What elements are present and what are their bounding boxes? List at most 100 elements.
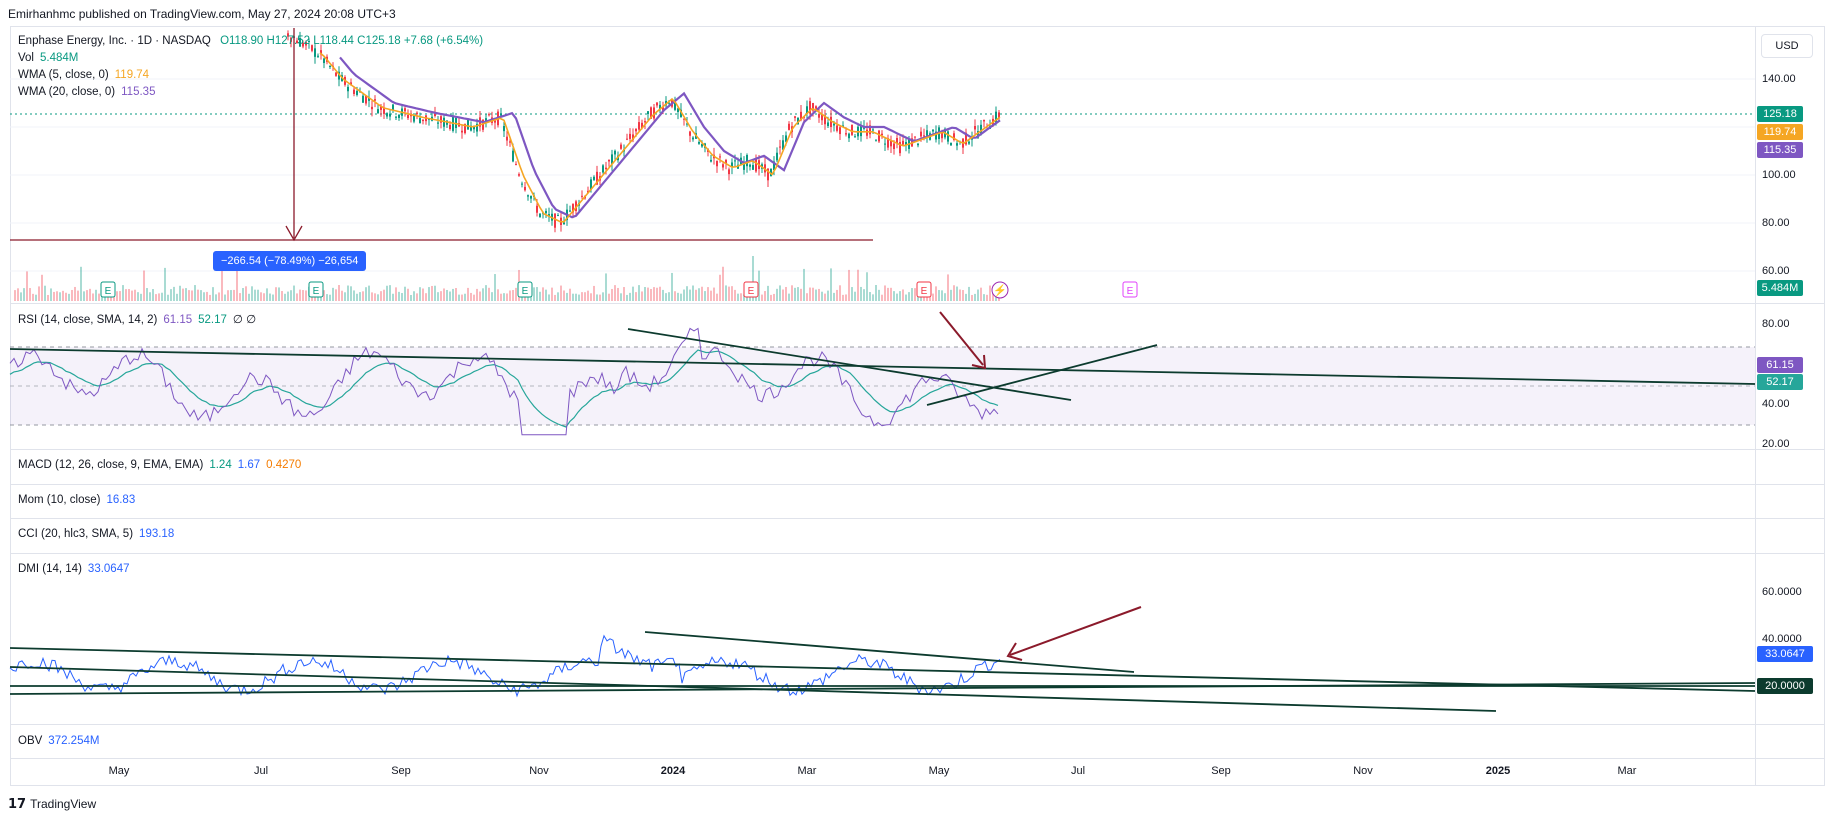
volume-bar (50, 288, 52, 301)
candle-body (506, 136, 508, 141)
measure-label[interactable]: −266.54 (−78.49%) −26,654 (213, 251, 367, 271)
symbol-name[interactable]: Enphase Energy, Inc. (18, 35, 128, 47)
candle-body (362, 95, 364, 103)
volume-bar (989, 285, 991, 301)
currency-selector[interactable]: USD (1761, 34, 1813, 58)
volume-bar (629, 292, 631, 301)
wma20-legend[interactable]: WMA (20, close, 0) 115.35 (18, 86, 155, 98)
candle-body (548, 214, 550, 217)
obv-value: 372.254M (48, 735, 100, 747)
volume-bar (986, 294, 988, 301)
volume-bar (371, 292, 373, 301)
volume-bar (857, 269, 859, 301)
volume-bar (422, 288, 424, 301)
volume-bar (581, 292, 583, 301)
wma5-line (319, 52, 1001, 223)
dmi-trendline (9, 682, 1756, 695)
time-tick: Mar (797, 765, 817, 777)
rsi-tick: 80.00 (1762, 318, 1790, 330)
volume-bar (788, 293, 790, 301)
mom-legend[interactable]: Mom (10, close) 16.83 (18, 494, 135, 506)
volume-bar (35, 294, 37, 301)
volume-bar (947, 274, 949, 301)
volume-bar (632, 286, 634, 301)
volume-bar (992, 292, 994, 301)
candle-body (734, 160, 736, 162)
candle-body (812, 103, 814, 111)
volume-bar (566, 292, 568, 301)
volume-bar (23, 288, 25, 301)
volume-bar (401, 293, 403, 301)
cci-legend[interactable]: CCI (20, hlc3, SMA, 5) 193.18 (18, 528, 174, 540)
candle-body (983, 119, 985, 122)
macd-value-1: 1.24 (209, 459, 232, 471)
volume-bar (389, 285, 391, 301)
candle-body (449, 124, 451, 130)
dmi-legend[interactable]: DMI (14, 14) 33.0647 (18, 563, 130, 575)
candle-body (521, 183, 523, 185)
volume-bar (908, 292, 910, 301)
volume-bar (242, 288, 244, 301)
candle-body (881, 133, 883, 136)
volume-bar (71, 289, 73, 301)
volume-bar (806, 293, 808, 301)
candle-body (947, 131, 949, 142)
ohlc-high: H127.52 (266, 35, 311, 47)
volume-bar (662, 289, 664, 301)
candle-body (788, 123, 790, 130)
volume-bar (446, 289, 448, 301)
candle-body (404, 108, 406, 112)
ohlc-close: C125.18 (357, 35, 401, 47)
time-tick: Jul (1070, 765, 1086, 777)
volume-bar (935, 286, 937, 301)
volume-bar (641, 291, 643, 301)
candle-body (845, 133, 847, 135)
candle-body (746, 155, 748, 167)
volume-bar (263, 293, 265, 301)
candle-body (809, 101, 811, 114)
volume-bar (893, 291, 895, 301)
candle-body (830, 116, 832, 128)
candle-body (785, 135, 787, 142)
candle-body (998, 112, 1000, 119)
volume-bar (476, 288, 478, 301)
volume-bar (704, 291, 706, 301)
volume-bar (770, 294, 772, 301)
volume-bar (515, 287, 517, 301)
volume-bar (713, 287, 715, 301)
candle-body (815, 106, 817, 109)
candle-body (518, 174, 520, 176)
rsi-arrow (939, 311, 987, 370)
volume-bar (92, 293, 94, 301)
rsi-legend[interactable]: RSI (14, close, SMA, 14, 2) 61.15 52.17 ∅ ∅ (18, 312, 256, 326)
volume-bar (965, 293, 967, 301)
dmi-tick: 60.0000 (1762, 586, 1802, 598)
volume-bar (956, 286, 958, 301)
volume-bar (155, 294, 157, 301)
volume-bar (131, 290, 133, 301)
volume-bar (254, 289, 256, 301)
price-tick: 140.00 (1762, 73, 1796, 85)
candle-body (335, 72, 337, 76)
volume-bar (65, 292, 67, 301)
vol-value: 5.484M (40, 52, 79, 64)
time-tick: Jul (253, 765, 269, 777)
obv-legend[interactable]: OBV 372.254M (18, 735, 99, 747)
volume-bar (449, 291, 451, 301)
volume-bar (437, 292, 439, 301)
candle-body (422, 119, 424, 122)
wma5-legend[interactable]: WMA (5, close, 0) 119.74 (18, 69, 149, 81)
vol-legend[interactable]: Vol 5.484M (18, 52, 78, 64)
macd-legend[interactable]: MACD (12, 26, close, 9, EMA, EMA) 1.24 1.6… (18, 459, 301, 471)
volume-bar (488, 287, 490, 301)
candle-body (320, 50, 322, 55)
candle-body (530, 195, 532, 199)
time-tick: 2024 (660, 765, 686, 777)
volume-bar (464, 293, 466, 301)
volume-bar (575, 293, 577, 301)
candle-body (731, 162, 733, 168)
tradingview-logo[interactable]: 𝟭𝟳 TradingView (8, 796, 96, 812)
earnings-marker-label: E (1127, 286, 1134, 297)
volume-bar (626, 294, 628, 301)
